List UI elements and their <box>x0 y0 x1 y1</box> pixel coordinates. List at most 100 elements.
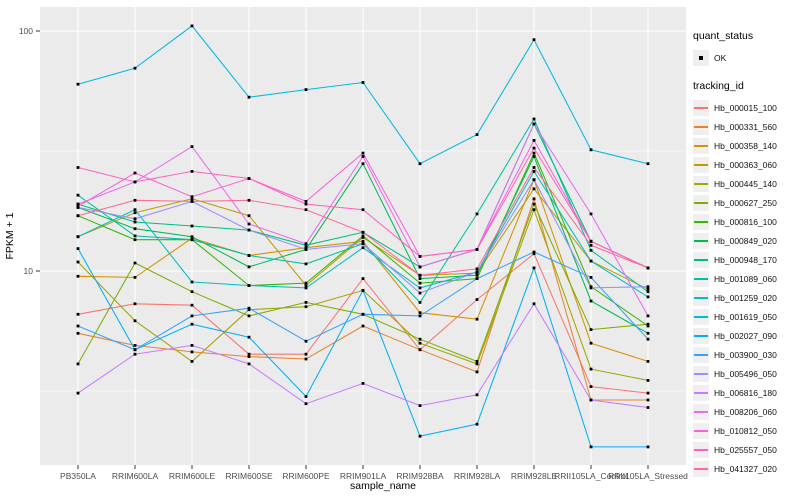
data-point <box>304 242 308 246</box>
data-point <box>646 391 650 395</box>
data-point <box>532 202 536 206</box>
data-point <box>646 445 650 449</box>
data-point <box>190 200 194 203</box>
data-point <box>418 277 422 280</box>
data-point <box>361 289 365 292</box>
series-color-key <box>693 99 709 116</box>
black-square-point-icon <box>699 55 703 60</box>
data-point <box>361 239 365 243</box>
series-color-key <box>693 346 709 363</box>
legend-item-tracking-id: Hb_041327_020 <box>693 460 799 477</box>
legend-item-label: Hb_000363_060 <box>714 159 777 170</box>
data-point <box>532 38 536 42</box>
data-point <box>76 274 80 278</box>
data-point <box>76 391 80 395</box>
data-point <box>247 95 251 99</box>
data-point <box>589 328 593 331</box>
data-point <box>589 243 593 247</box>
x-tick-label: RRIM928LE <box>511 471 558 481</box>
data-point <box>589 299 593 303</box>
data-point <box>361 312 365 316</box>
series-line-icon <box>694 239 708 242</box>
data-point <box>304 88 308 91</box>
data-point <box>304 281 308 285</box>
data-point <box>190 235 194 239</box>
data-point <box>190 280 194 284</box>
data-point <box>304 248 308 251</box>
data-point <box>532 266 536 270</box>
data-point <box>247 352 251 356</box>
series-color-key <box>693 289 709 306</box>
data-point <box>190 170 194 173</box>
legend-group-tracking-id: tracking_id Hb_000015_100 Hb_000331_560 Hb… <box>693 80 799 477</box>
data-point <box>418 341 422 345</box>
series-line-icon <box>694 277 708 280</box>
series-color-key <box>693 384 709 401</box>
series-line-icon <box>694 258 708 261</box>
data-point <box>76 324 80 328</box>
data-point <box>190 195 194 199</box>
data-point <box>532 155 536 158</box>
data-point <box>76 214 80 218</box>
data-point <box>361 208 365 212</box>
data-point <box>646 295 650 299</box>
data-point <box>646 285 650 289</box>
data-point <box>532 139 536 142</box>
legend-item-label: Hb_000849_020 <box>714 235 777 246</box>
data-point <box>646 314 650 318</box>
data-point <box>418 314 422 318</box>
x-tick-label: RRIM600LA <box>112 471 159 481</box>
data-point <box>304 284 308 287</box>
series-line-icon <box>694 410 708 413</box>
data-point <box>589 148 593 152</box>
data-point <box>418 311 422 315</box>
data-point <box>133 217 137 221</box>
data-point <box>133 352 137 356</box>
data-point <box>190 238 194 242</box>
data-point <box>589 385 593 388</box>
series-color-key <box>693 251 709 268</box>
data-point <box>589 341 593 345</box>
legend-item-tracking-id: Hb_001259_020 <box>693 289 799 306</box>
data-point <box>418 162 422 166</box>
data-point <box>418 434 422 438</box>
series-color-key <box>693 365 709 382</box>
x-tick-label: RRII105LA_Control <box>554 471 628 481</box>
data-point <box>589 239 593 243</box>
data-point <box>76 202 80 206</box>
legend-item-tracking-id: Hb_005496_050 <box>693 365 799 382</box>
legend-item-label: Hb_001619_050 <box>714 311 777 322</box>
data-point <box>247 306 251 310</box>
data-point <box>247 222 251 226</box>
data-point <box>190 290 194 294</box>
series-line-icon <box>694 220 708 223</box>
series-color-key <box>693 327 709 344</box>
data-point <box>304 246 308 250</box>
data-point <box>646 379 650 382</box>
legend-item-tracking-id: Hb_000948_170 <box>693 251 799 268</box>
series-line-icon <box>694 144 708 147</box>
data-point <box>646 360 650 363</box>
legend-item-tracking-id: Hb_000816_100 <box>693 213 799 230</box>
data-point <box>133 234 137 238</box>
data-point <box>532 170 536 173</box>
data-point <box>133 180 137 184</box>
data-point <box>361 246 365 250</box>
series-color-key <box>693 156 709 173</box>
x-tick-label: RRIM600LE <box>169 471 216 481</box>
legend-item-label: Hb_000816_100 <box>714 216 777 227</box>
data-point <box>532 178 536 182</box>
data-point <box>646 398 650 402</box>
data-point <box>361 234 365 238</box>
data-point <box>361 382 365 385</box>
series-line-icon <box>694 106 708 109</box>
legend-group-quant-status: quant_status OK <box>693 30 799 66</box>
data-point <box>190 24 194 28</box>
y-tick-label: 10 <box>24 266 34 276</box>
data-point <box>418 348 422 352</box>
legend-item-tracking-id: Hb_000331_560 <box>693 118 799 135</box>
series-line-icon <box>694 182 708 185</box>
series-color-key <box>693 194 709 211</box>
